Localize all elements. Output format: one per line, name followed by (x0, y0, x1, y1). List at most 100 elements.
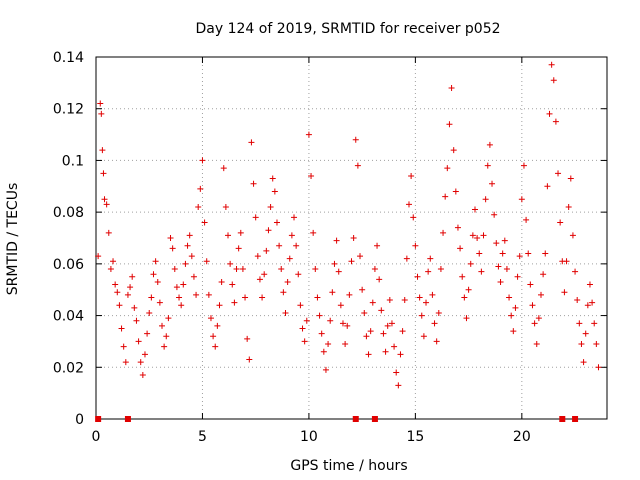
data-point (335, 268, 342, 275)
data-point (510, 328, 517, 335)
data-point (320, 348, 327, 355)
data-point (139, 372, 146, 379)
data-point (450, 147, 457, 154)
data-point (329, 289, 336, 296)
data-point (580, 359, 587, 366)
data-point (133, 317, 140, 324)
x-tick-label: 10 (300, 429, 318, 445)
data-point (118, 325, 125, 332)
data-point (574, 297, 581, 304)
data-point (148, 294, 155, 301)
data-point (433, 338, 440, 345)
data-point (582, 330, 589, 337)
data-point (444, 165, 451, 172)
y-tick-label: 0.04 (53, 309, 84, 325)
y-tick-label: 0.12 (53, 102, 84, 118)
data-point (252, 214, 259, 221)
zero-value-marker (124, 416, 131, 422)
data-point (214, 322, 221, 329)
data-point (467, 260, 474, 267)
data-point (459, 273, 466, 280)
data-point (546, 110, 553, 117)
grid (96, 57, 607, 419)
data-point (589, 299, 596, 306)
data-point (484, 162, 491, 169)
data-point (563, 258, 570, 265)
data-point (173, 284, 180, 291)
data-point (225, 232, 232, 239)
zero-value-marker (559, 416, 566, 422)
data-point (248, 139, 255, 146)
data-point (167, 235, 174, 241)
data-point (322, 366, 329, 373)
data-point (540, 271, 547, 278)
data-point (301, 338, 308, 345)
axis-ticks: 0 5 10 15 20 0 0.02 0.04 0.06 0.08 0.1 0.12 0.14 (53, 50, 607, 445)
zero-value-marker (95, 416, 102, 422)
data-point (578, 341, 585, 348)
data-point (397, 351, 404, 358)
data-point (548, 61, 555, 68)
zero-value-marker (572, 416, 579, 422)
data-point (331, 260, 338, 267)
data-point (342, 341, 349, 348)
data-point (506, 294, 513, 301)
data-point (463, 315, 470, 322)
data-point (129, 273, 136, 280)
data-point (365, 351, 372, 358)
data-point (378, 307, 385, 314)
data-point (190, 273, 197, 280)
data-point (233, 266, 240, 273)
data-point (595, 364, 602, 371)
data-point (271, 188, 278, 195)
data-point (584, 302, 591, 309)
y-tick-label: 0.08 (53, 205, 84, 221)
data-point (256, 276, 263, 283)
data-point (288, 232, 295, 239)
data-point (376, 276, 383, 283)
data-point (261, 271, 268, 278)
data-point (254, 253, 261, 260)
data-point (246, 356, 253, 363)
data-point (141, 351, 148, 358)
data-point (276, 242, 283, 249)
data-point (229, 281, 236, 288)
data-point (98, 110, 105, 117)
data-point (242, 294, 249, 301)
data-point (227, 260, 234, 267)
data-point (100, 170, 107, 177)
data-point (178, 302, 185, 309)
data-point (205, 291, 212, 298)
data-point (359, 286, 366, 293)
data-point (446, 121, 453, 128)
data-point (591, 320, 598, 327)
y-tick-label: 0.1 (62, 153, 84, 169)
data-point (423, 299, 430, 306)
data-point (154, 278, 161, 285)
data-points (95, 61, 602, 422)
data-point (527, 281, 534, 288)
data-point (414, 273, 421, 280)
data-point (163, 333, 170, 340)
data-point (231, 299, 238, 306)
data-point (103, 201, 110, 208)
data-point (107, 266, 114, 273)
data-point (544, 183, 551, 190)
data-point (408, 172, 415, 179)
data-point (278, 266, 285, 273)
data-point (416, 294, 423, 301)
data-point (374, 242, 381, 249)
data-point (337, 302, 344, 309)
data-point (555, 170, 562, 177)
data-point (497, 278, 504, 285)
data-point (461, 294, 468, 301)
zero-value-marker (371, 416, 378, 422)
y-tick-label: 0.06 (53, 257, 84, 273)
data-point (293, 242, 300, 249)
data-point (557, 219, 564, 226)
data-point (120, 343, 127, 350)
data-point (237, 229, 244, 236)
data-point (354, 162, 361, 169)
data-point (469, 232, 476, 239)
data-point (429, 291, 436, 298)
